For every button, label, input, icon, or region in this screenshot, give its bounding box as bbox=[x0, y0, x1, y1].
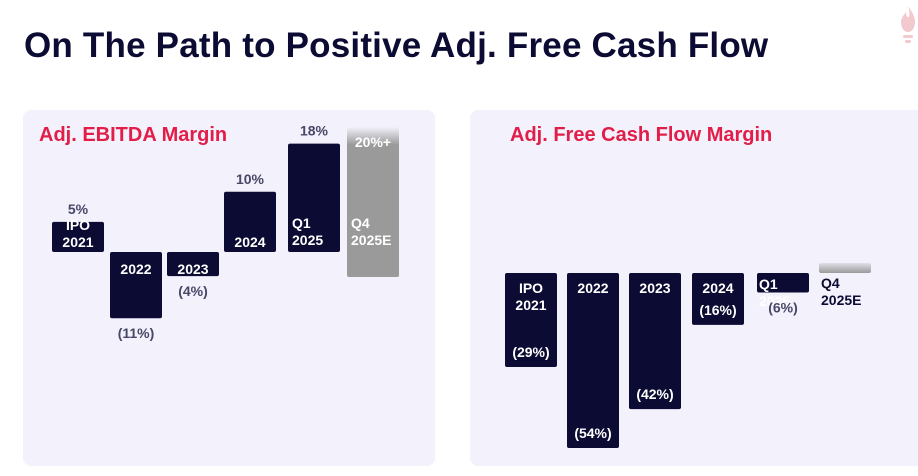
ebitda-value-label-5: 18% bbox=[300, 123, 329, 139]
fcf-category-label-5: Q1 2025 bbox=[759, 276, 790, 309]
fcf-category-label-2: 2022 bbox=[577, 280, 608, 296]
ebitda-margin-title: Adj. EBITDA Margin bbox=[39, 124, 228, 146]
fcf-value-label-1: (29%) bbox=[512, 344, 549, 360]
fcf-category-label-6: Q4 2025E bbox=[821, 275, 861, 308]
ebitda-value-label-2: (11%) bbox=[118, 325, 155, 341]
fcf-category-label-4: 2024 bbox=[702, 280, 733, 296]
fcf-value-label-4: (16%) bbox=[699, 302, 736, 318]
fcf-bar-2 bbox=[567, 273, 619, 448]
ebitda-value-label-4: 10% bbox=[236, 171, 265, 187]
ebitda-category-label-4: 2024 bbox=[234, 234, 265, 250]
flame-logo-icon bbox=[901, 6, 915, 43]
ebitda-value-label-3: (4%) bbox=[178, 283, 208, 299]
ebitda-category-label-1: IPO 2021 bbox=[62, 217, 93, 250]
ebitda-category-label-5: Q1 2025 bbox=[292, 215, 323, 248]
fcf-category-label-1: IPO 2021 bbox=[515, 280, 546, 313]
page-title: On The Path to Positive Adj. Free Cash F… bbox=[24, 26, 769, 65]
fcf-bar-4 bbox=[692, 273, 744, 325]
ebitda-value-label-6: 20%+ bbox=[355, 134, 391, 150]
fcf-value-label-3: (42%) bbox=[636, 386, 673, 402]
ebitda-bar-6 bbox=[347, 127, 399, 277]
ebitda-category-label-2: 2022 bbox=[120, 261, 151, 277]
fcf-bar-6 bbox=[819, 263, 871, 273]
fcf-bar-5 bbox=[757, 273, 809, 293]
ebitda-bar-3 bbox=[167, 252, 219, 277]
fcf-category-label-3: 2023 bbox=[639, 280, 670, 296]
ebitda-bar-2 bbox=[110, 252, 162, 319]
fcf-value-label-5: (6%) bbox=[768, 299, 798, 315]
fcf-bar-1 bbox=[505, 273, 557, 367]
ebitda-bar-5 bbox=[288, 143, 340, 252]
ebitda-category-label-3: 2023 bbox=[177, 261, 208, 277]
ebitda-category-label-6: Q4 2025E bbox=[351, 215, 391, 248]
ebitda-value-label-1: 5% bbox=[68, 201, 89, 217]
ebitda-bar-4 bbox=[224, 191, 276, 252]
fcf-margin-title: Adj. Free Cash Flow Margin bbox=[510, 124, 773, 146]
fcf-value-label-2: (54%) bbox=[574, 425, 611, 441]
ebitda-bar-1 bbox=[52, 221, 104, 252]
fcf-bar-3 bbox=[629, 273, 681, 410]
